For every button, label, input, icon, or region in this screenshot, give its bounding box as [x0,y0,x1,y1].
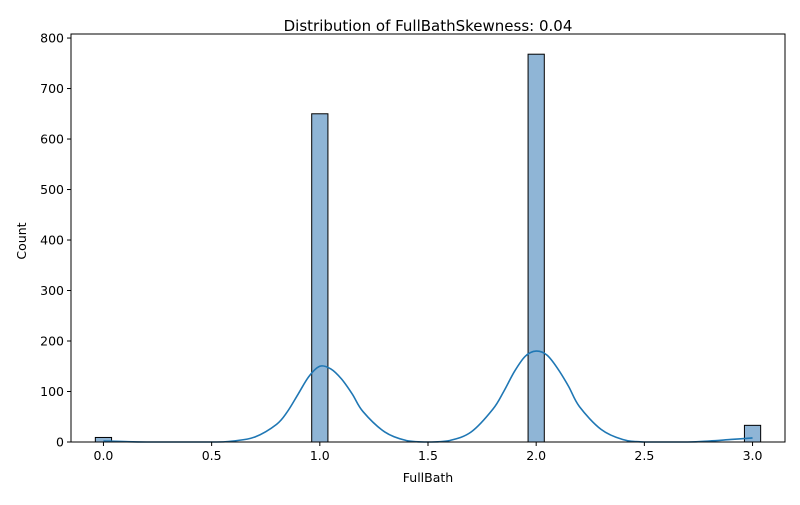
x-tick-label: 1.5 [418,448,438,463]
histogram-bar-3 [743,424,762,443]
histogram-bar-1 [311,113,329,443]
y-tick-label: 100 [40,384,64,399]
y-tick-label: 600 [40,132,64,147]
x-tick-label: 2.0 [526,448,546,463]
y-tick-label: 200 [40,334,64,349]
y-tick-label: 500 [40,182,64,197]
x-tick-label: 1.0 [310,448,330,463]
x-tick-label: 2.5 [634,448,654,463]
histogram-bar-2 [527,53,545,443]
y-tick-label: 800 [40,31,64,46]
plot-area: 0.0 0.5 1.0 1.5 2.0 2.5 3.0 0 100 200 300 400 500 600… [40,31,786,463]
x-tick-label: 0.0 [94,448,114,463]
kde-curve [103,350,753,443]
y-tick-label: 700 [40,81,64,96]
y-tick-label: 400 [40,233,64,248]
chart-title: Distribution of FullBathSkewness: 0.04 [284,17,573,35]
y-tick-label: 0 [56,435,64,450]
x-tick-label: 3.0 [743,448,763,463]
x-tick-label: 0.5 [202,448,222,463]
y-tick-label: 300 [40,283,64,298]
x-axis-label: FullBath [403,470,453,485]
y-axis-label: Count [14,222,29,259]
axes-frame [70,33,786,443]
